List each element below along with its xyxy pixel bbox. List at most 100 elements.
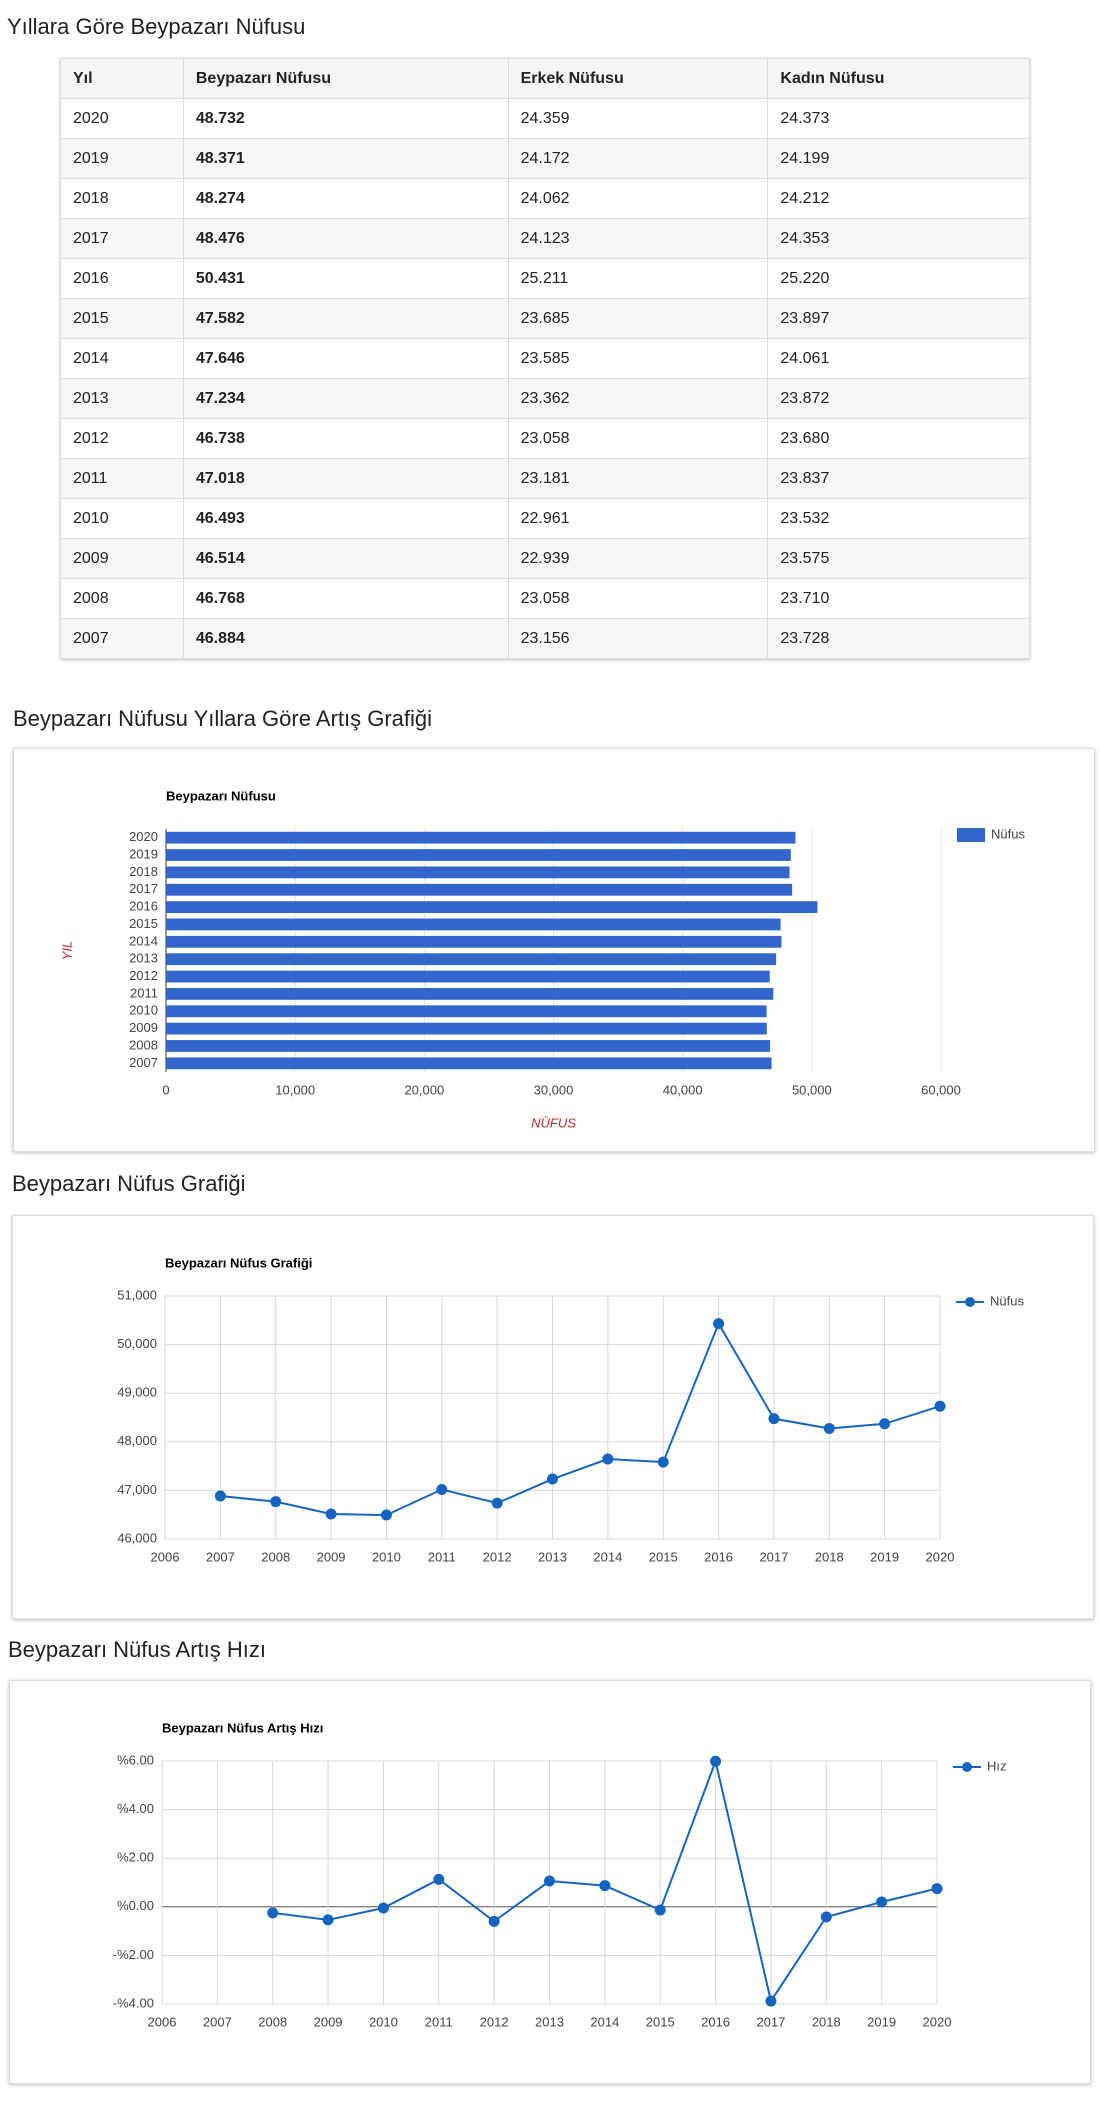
y-tick-label: -%2.00: [113, 1947, 154, 1962]
table-cell: 2007: [60, 618, 184, 659]
table-cell: 2009: [60, 538, 184, 579]
table-cell: 23.872: [767, 378, 1030, 419]
point: [380, 1509, 392, 1521]
table-cell: 46.738: [182, 418, 509, 459]
point: [270, 1496, 282, 1508]
point: [710, 1755, 722, 1767]
table-cell: 46.884: [182, 618, 509, 659]
x-tick-label: 40,000: [663, 1082, 703, 1097]
table-cell: 25.220: [767, 258, 1030, 299]
table-cell: 2015: [60, 298, 184, 339]
table-cell: 23.680: [767, 418, 1030, 459]
x-tick-label: 2009: [314, 2014, 343, 2029]
y-tick-label: 2008: [129, 1037, 158, 1052]
table-row: 2009 46.514 22.939 23.575: [60, 538, 1030, 579]
x-tick-label: 2011: [425, 2014, 453, 2029]
y-tick-label: -%4.00: [113, 1995, 154, 2010]
bar: [166, 970, 770, 983]
point: [436, 1484, 448, 1496]
y-tick-label: 2009: [129, 1020, 158, 1035]
x-tick-label: 2007: [203, 2014, 232, 2029]
point: [599, 1880, 611, 1892]
x-tick-label: 2018: [812, 2014, 841, 2029]
x-tick-label: 2008: [258, 2014, 287, 2029]
bar: [166, 1040, 771, 1052]
table-cell: 24.199: [767, 138, 1030, 179]
point: [823, 1422, 835, 1434]
table-cell: 23.837: [767, 458, 1030, 499]
chart-title: Beypazarı Nüfus Grafiği: [165, 1255, 312, 1270]
point: [931, 1883, 943, 1895]
legend-dot: [965, 1297, 975, 1307]
heading: Beypazarı Nüfusu Yıllara Göre Artış Graf…: [13, 706, 432, 731]
chart-box: Beypazarı Nüfusu Nüfus 0 10,000 20,000 30,000…: [13, 748, 1095, 1152]
y-tick-label: 48,000: [117, 1433, 157, 1448]
point: [657, 1456, 669, 1468]
bar: [166, 901, 818, 914]
point: [214, 1490, 226, 1502]
header-row: Yıl Beypazarı Nüfusu Erkek Nüfusu Kadın Nüf…: [60, 58, 1030, 99]
table-cell: 2016: [60, 258, 184, 299]
chart-box: Beypazarı Nüfus Grafiği Nüfus 46,000 47,000…: [12, 1215, 1094, 1619]
table-cell: 24.062: [507, 178, 769, 219]
y-tick-label: 47,000: [117, 1482, 157, 1497]
legend-swatch: [957, 828, 985, 842]
column-header: Yıl: [60, 58, 184, 99]
x-tick-label: 2010: [369, 2014, 398, 2029]
table-cell: 50.431: [182, 258, 509, 299]
chart-title: Beypazarı Nüfus Artış Hızı: [162, 1720, 323, 1735]
legend-label: Hız: [987, 1758, 1007, 1773]
table-cell: 23.585: [507, 338, 769, 379]
y-tick-label: %2.00: [117, 1850, 154, 1865]
point: [934, 1400, 946, 1412]
y-tick-label: %4.00: [117, 1801, 154, 1816]
x-tick-label: 2015: [646, 2014, 675, 2029]
y-tick-label: 49,000: [117, 1385, 157, 1400]
table-cell: 2018: [60, 178, 184, 219]
x-tick-label: 20,000: [404, 1082, 444, 1097]
legend-dot: [962, 1762, 972, 1772]
point: [544, 1875, 555, 1887]
y-tick-label: 2019: [129, 846, 158, 861]
table-cell: 22.961: [507, 498, 769, 539]
table-row: 2007 46.884 23.156 23.728: [60, 618, 1030, 659]
table-row: 2020 48.732 24.359 24.373: [60, 98, 1030, 139]
table-cell: 23.181: [507, 458, 769, 499]
table-cell: 23.728: [767, 618, 1030, 659]
x-tick-label: 2020: [923, 2014, 952, 2029]
x-tick-label: 2012: [480, 2014, 509, 2029]
table-cell: 23.897: [767, 298, 1030, 339]
x-tick-label: 2010: [372, 1549, 401, 1564]
chart: Beypazarı Nüfus Artış Hızı Hız -%4.00 -%2.0…: [113, 1720, 1007, 2029]
table-cell: 24.353: [767, 218, 1030, 259]
bar: [166, 1057, 772, 1070]
table-row: 2014 47.646 23.585 24.061: [60, 338, 1030, 379]
point: [433, 1873, 445, 1885]
table-row: 2010 46.493 22.961 23.532: [60, 498, 1030, 539]
x-tick-label: 60,000: [921, 1082, 961, 1097]
y-tick-label: 50,000: [117, 1336, 157, 1351]
line: [220, 1321, 941, 1517]
table-cell: 48.274: [182, 178, 509, 219]
table-row: 2018 48.274 24.062 24.212: [60, 178, 1030, 219]
x-tick-label: 0: [162, 1082, 169, 1097]
y-tick-label: 2018: [129, 864, 158, 879]
bar: [166, 849, 791, 861]
table-cell: 23.685: [507, 298, 769, 339]
point: [765, 1995, 777, 2007]
x-tick-label: 2009: [317, 1549, 346, 1564]
x-tick-label: 2011: [428, 1549, 456, 1564]
column-header: Kadın Nüfusu: [767, 58, 1030, 99]
table-cell: 23.156: [507, 618, 769, 659]
y-tick-label: 2015: [129, 916, 158, 931]
y-axis-label: YIL: [59, 941, 74, 961]
bar: [166, 953, 777, 966]
table-row: 2017 48.476 24.123 24.353: [60, 218, 1030, 259]
table-cell: 46.493: [182, 498, 509, 539]
y-tick-label: 2017: [129, 881, 158, 896]
x-tick-label: 10,000: [275, 1082, 315, 1097]
table-cell: 2013: [60, 378, 184, 419]
x-tick-label: 30,000: [534, 1082, 574, 1097]
x-tick-label: 2017: [756, 2014, 785, 2029]
